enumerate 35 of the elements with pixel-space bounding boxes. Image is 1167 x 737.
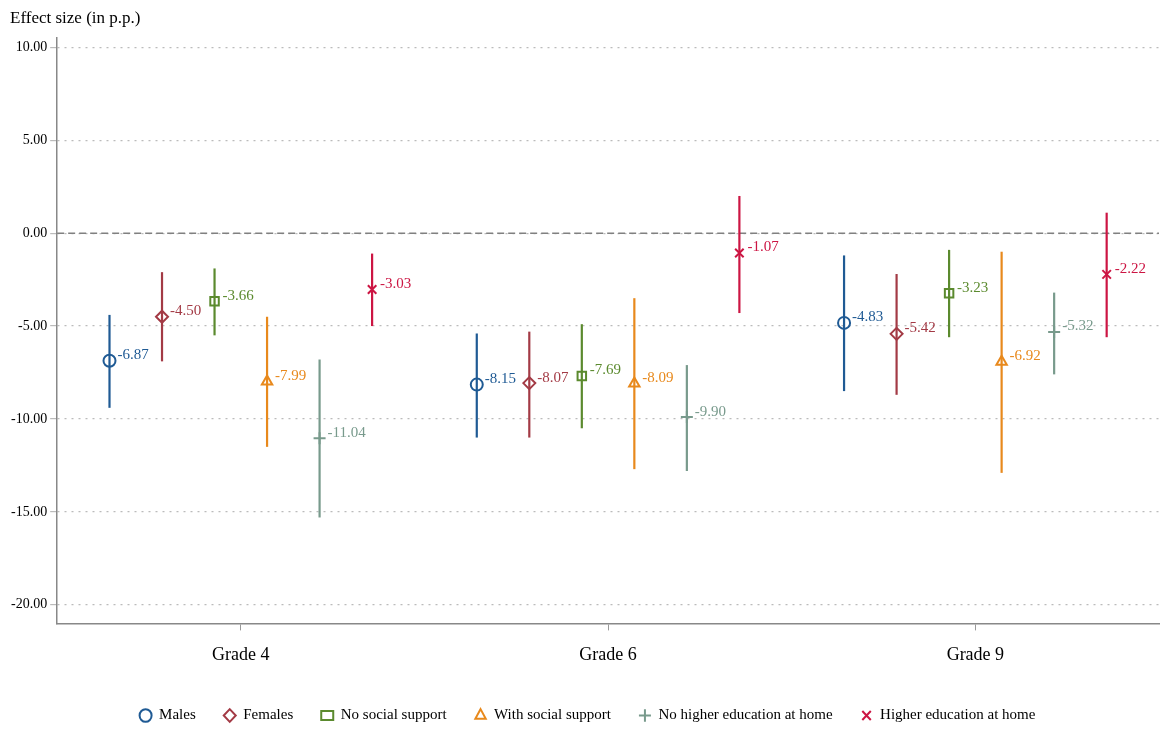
- data-label: -4.83: [852, 308, 884, 325]
- data-label: -3.23: [957, 278, 989, 295]
- data-label: -3.66: [222, 286, 255, 303]
- data-label: -3.03: [380, 274, 412, 291]
- legend-label: Females: [243, 706, 294, 723]
- y-tick-label: 5.00: [22, 131, 48, 147]
- data-label: -8.15: [484, 370, 517, 387]
- y-tick-label: -10.00: [10, 410, 48, 426]
- y-tick-label: -15.00: [10, 503, 48, 519]
- legend-label: Higher education at home: [880, 706, 1036, 723]
- data-label: -6.87: [117, 346, 150, 363]
- data-label: -4.50: [170, 302, 202, 319]
- y-tick-label: 0.00: [22, 224, 48, 240]
- data-label: -2.22: [1114, 259, 1146, 276]
- x-tick-label: Grade 4: [212, 643, 270, 664]
- data-label: -9.90: [694, 402, 727, 419]
- y-tick-label: -5.00: [17, 317, 48, 333]
- data-label: -5.42: [904, 319, 936, 336]
- x-tick-label: Grade 9: [946, 643, 1005, 664]
- data-label: -7.99: [275, 367, 307, 384]
- data-label: -8.07: [537, 368, 570, 385]
- y-tick-label: 10.00: [15, 38, 48, 54]
- data-label: -8.09: [642, 368, 674, 385]
- data-label: -5.32: [1062, 317, 1094, 334]
- legend-label: No higher education at home: [658, 706, 833, 723]
- legend-label: No social support: [340, 706, 448, 723]
- legend-label: With social support: [494, 706, 612, 723]
- legend-label: Males: [159, 706, 196, 723]
- data-label: -11.04: [327, 423, 367, 440]
- data-label: -6.92: [1009, 347, 1041, 364]
- data-label: -1.07: [747, 238, 780, 255]
- y-axis-title: Effect size (in p.p.): [10, 7, 141, 27]
- y-tick-label: -20.00: [10, 596, 48, 612]
- data-label: -7.69: [589, 361, 622, 378]
- x-tick-label: Grade 6: [579, 643, 637, 664]
